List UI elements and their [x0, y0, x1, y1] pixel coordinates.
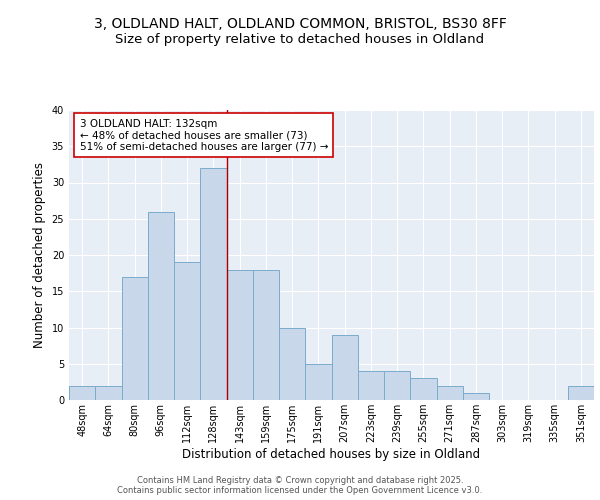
Bar: [253, 270, 279, 400]
Bar: [463, 393, 489, 400]
Bar: [174, 262, 200, 400]
Bar: [200, 168, 227, 400]
Bar: [384, 371, 410, 400]
Bar: [568, 386, 594, 400]
Bar: [331, 335, 358, 400]
Bar: [121, 277, 148, 400]
Text: Contains HM Land Registry data © Crown copyright and database right 2025.
Contai: Contains HM Land Registry data © Crown c…: [118, 476, 482, 495]
X-axis label: Distribution of detached houses by size in Oldland: Distribution of detached houses by size …: [182, 448, 481, 461]
Bar: [279, 328, 305, 400]
Bar: [148, 212, 174, 400]
Text: Size of property relative to detached houses in Oldland: Size of property relative to detached ho…: [115, 32, 485, 46]
Text: 3 OLDLAND HALT: 132sqm
← 48% of detached houses are smaller (73)
51% of semi-det: 3 OLDLAND HALT: 132sqm ← 48% of detached…: [79, 118, 328, 152]
Text: 3, OLDLAND HALT, OLDLAND COMMON, BRISTOL, BS30 8FF: 3, OLDLAND HALT, OLDLAND COMMON, BRISTOL…: [94, 18, 506, 32]
Bar: [227, 270, 253, 400]
Bar: [305, 364, 331, 400]
Bar: [358, 371, 384, 400]
Bar: [410, 378, 437, 400]
Bar: [437, 386, 463, 400]
Bar: [69, 386, 95, 400]
Bar: [95, 386, 121, 400]
Y-axis label: Number of detached properties: Number of detached properties: [33, 162, 46, 348]
